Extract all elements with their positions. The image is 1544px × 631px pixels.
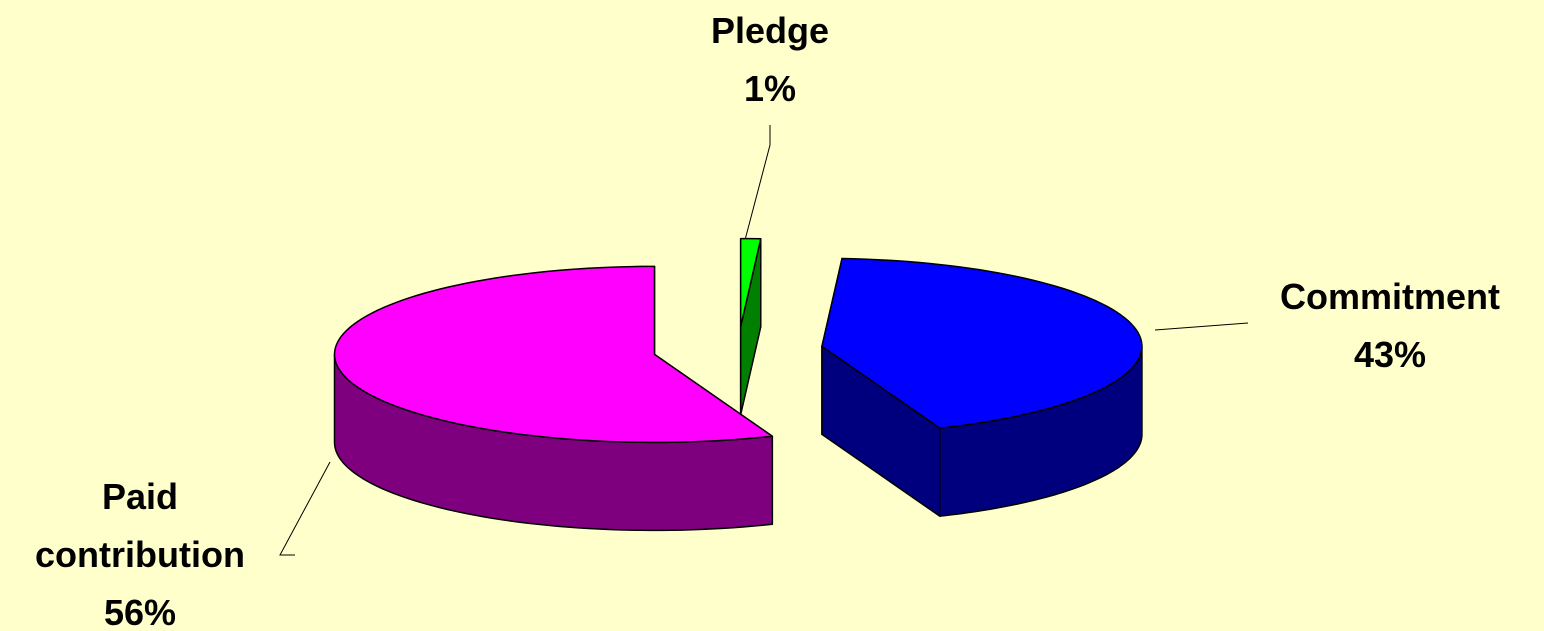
category-label: Pledge	[710, 10, 830, 51]
leader-line	[744, 125, 771, 241]
leader-line	[1154, 322, 1249, 331]
slice-top	[821, 257, 1143, 429]
slice-top	[739, 237, 762, 328]
leader-lines	[279, 125, 1249, 556]
value-label: 1%	[743, 68, 797, 109]
data-label: Pledge 1%	[670, 2, 870, 118]
data-label: Paid contribution 56%	[10, 468, 270, 631]
slice-top	[333, 265, 774, 444]
value-label: 56%	[103, 592, 177, 631]
data-label: Commitment 43%	[1250, 268, 1530, 384]
leader-line	[279, 461, 331, 556]
category-label: Commitment	[1279, 276, 1500, 317]
value-label: 43%	[1353, 334, 1427, 375]
category-label: Paid contribution	[35, 476, 245, 575]
